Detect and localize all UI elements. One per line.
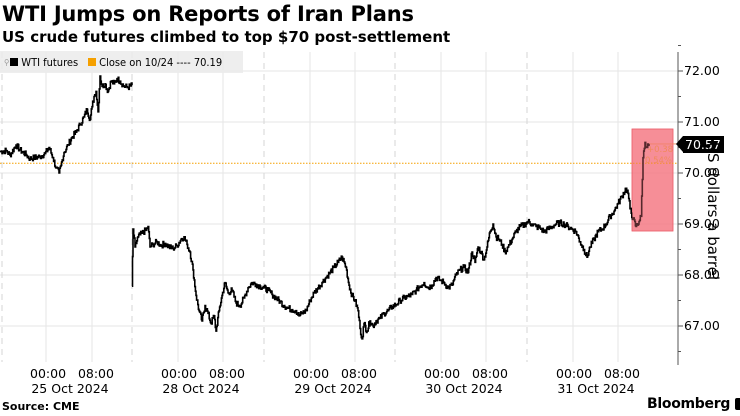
- x-date-25oct: 25 Oct 2024: [31, 381, 109, 396]
- last-value-badge: 70.57: [676, 136, 724, 153]
- y-tick-70: 70.00: [684, 165, 720, 180]
- pin-icon[interactable]: ⚲: [4, 57, 10, 67]
- x-label-29oct: 00:00 08:00 29 Oct 2024: [293, 366, 377, 396]
- x-times-25oct: 00:00 08:00: [30, 366, 114, 381]
- bloomberg-brand: Bloomberg: [647, 396, 740, 412]
- legend-swatch-close: [88, 58, 97, 66]
- legend-label-close: Close on 10/24 ---- 70.19: [99, 55, 223, 69]
- y-tick-67: 67.00: [684, 318, 720, 333]
- legend: ⚲ WTI futures Close on 10/24 ---- 70.19: [0, 51, 243, 73]
- x-label-25oct: 00:00 08:00 25 Oct 2024: [30, 366, 114, 396]
- x-times-31oct: 00:00 08:00: [556, 366, 640, 381]
- highlight-box: [631, 128, 674, 232]
- y-axis-title: US dollars a barrel: [704, 142, 722, 281]
- brand-name: Bloomberg: [647, 396, 731, 412]
- x-times-29oct: 00:00 08:00: [293, 366, 377, 381]
- change-pct-annotation: 0.54%: [645, 156, 673, 166]
- legend-swatch-wti: [10, 58, 19, 66]
- y-axis-ticks: [678, 45, 683, 352]
- legend-item-wti[interactable]: WTI futures: [10, 56, 78, 69]
- x-date-30oct: 30 Oct 2024: [425, 381, 503, 396]
- highlight-box-overlay: [632, 129, 673, 231]
- chart-subtitle: US crude futures climbed to top $70 post…: [2, 28, 451, 46]
- legend-item-close[interactable]: Close on 10/24 ---- 70.19: [88, 56, 222, 69]
- x-date-29oct: 29 Oct 2024: [294, 381, 372, 396]
- legend-label-wti: WTI futures: [21, 55, 79, 69]
- wti-futures-line: [0, 75, 650, 340]
- y-tick-69: 69.00: [684, 216, 720, 231]
- y-tick-72: 72.00: [684, 63, 720, 78]
- x-times-28oct: 00:00 08:00: [161, 366, 245, 381]
- x-label-30oct: 00:00 08:00 30 Oct 2024: [424, 366, 508, 396]
- chart-title: WTI Jumps on Reports of Iran Plans: [2, 2, 414, 26]
- y-tick-68: 68.00: [684, 267, 720, 282]
- x-times-30oct: 00:00 08:00: [424, 366, 508, 381]
- x-date-28oct: 28 Oct 2024: [162, 381, 240, 396]
- y-tick-71: 71.00: [684, 114, 720, 129]
- bloomberg-terminal-icon: [735, 398, 740, 410]
- change-annotation: +0.38: [647, 145, 674, 155]
- x-label-28oct: 00:00 08:00 28 Oct 2024: [161, 366, 245, 396]
- x-date-31oct: 31 Oct 2024: [557, 381, 635, 396]
- source-note: Source: CME: [2, 400, 80, 413]
- gridlines: [0, 52, 678, 362]
- x-label-31oct: 00:00 08:00 31 Oct 2024: [556, 366, 640, 396]
